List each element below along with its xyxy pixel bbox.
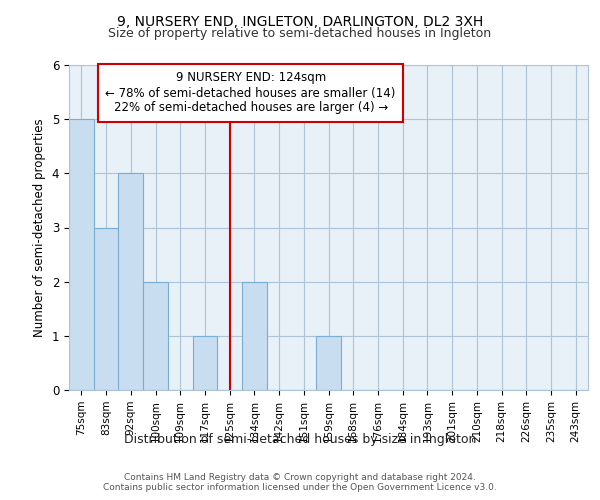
Bar	[242, 282, 267, 390]
Y-axis label: Number of semi-detached properties: Number of semi-detached properties	[33, 118, 46, 337]
Bar	[69, 119, 94, 390]
Bar	[316, 336, 341, 390]
Text: 9 NURSERY END: 124sqm
← 78% of semi-detached houses are smaller (14)
22% of semi: 9 NURSERY END: 124sqm ← 78% of semi-deta…	[106, 72, 396, 114]
Bar	[143, 282, 168, 390]
Bar	[193, 336, 217, 390]
Bar	[118, 174, 143, 390]
Text: 9, NURSERY END, INGLETON, DARLINGTON, DL2 3XH: 9, NURSERY END, INGLETON, DARLINGTON, DL…	[117, 15, 483, 29]
Text: Distribution of semi-detached houses by size in Ingleton: Distribution of semi-detached houses by …	[124, 432, 476, 446]
Bar	[94, 228, 118, 390]
Text: Contains HM Land Registry data © Crown copyright and database right 2024.
Contai: Contains HM Land Registry data © Crown c…	[103, 472, 497, 492]
Text: Size of property relative to semi-detached houses in Ingleton: Size of property relative to semi-detach…	[109, 28, 491, 40]
